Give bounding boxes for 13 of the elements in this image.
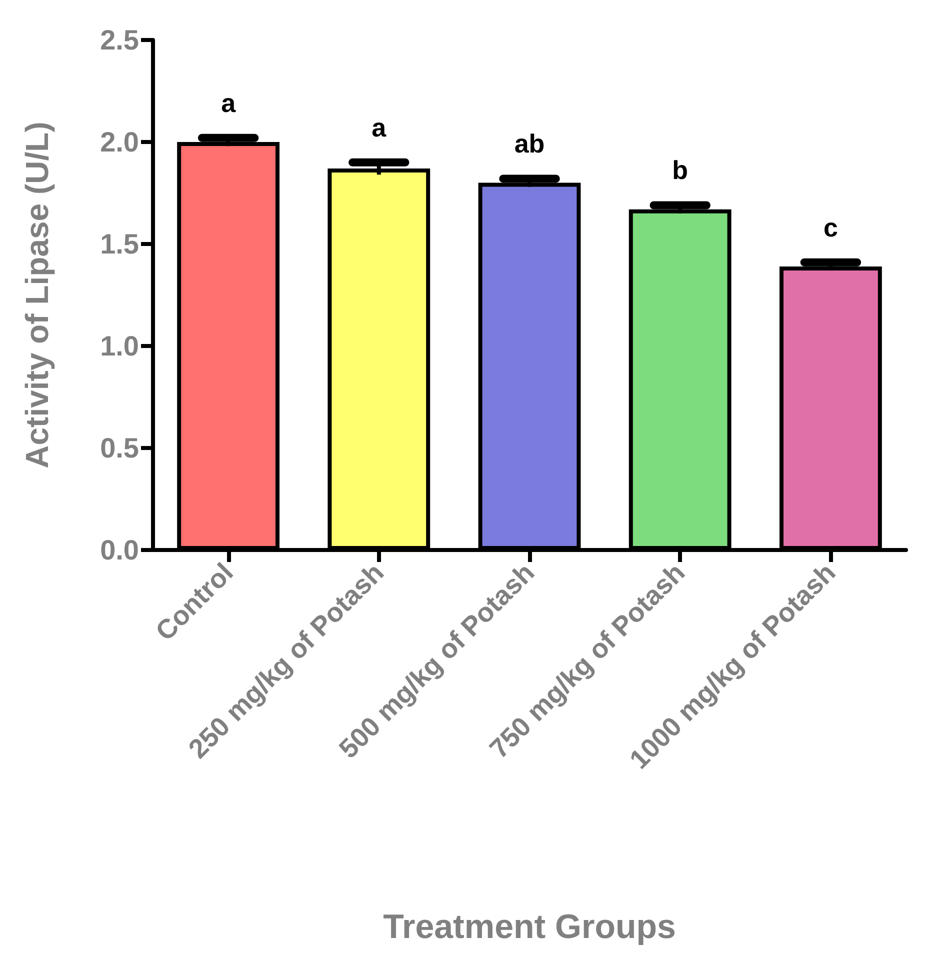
annotation: a — [372, 112, 387, 142]
y-tick-label: 2.5 — [100, 24, 139, 56]
y-tick-label: 0.5 — [100, 432, 139, 464]
y-tick-label: 1.5 — [100, 228, 139, 260]
annotation: b — [672, 155, 688, 186]
annotation: a — [221, 88, 236, 118]
y-axis-title: Activity of Lipase (U/L) — [19, 122, 55, 468]
y-tick-label: 1.0 — [100, 330, 139, 362]
annotation: ab — [514, 128, 545, 159]
y-tick-label: 0.0 — [100, 534, 139, 566]
annotation: c — [823, 212, 838, 242]
x-axis-title: Treatment Groups — [383, 908, 676, 946]
y-tick-label: 2.0 — [100, 126, 139, 158]
